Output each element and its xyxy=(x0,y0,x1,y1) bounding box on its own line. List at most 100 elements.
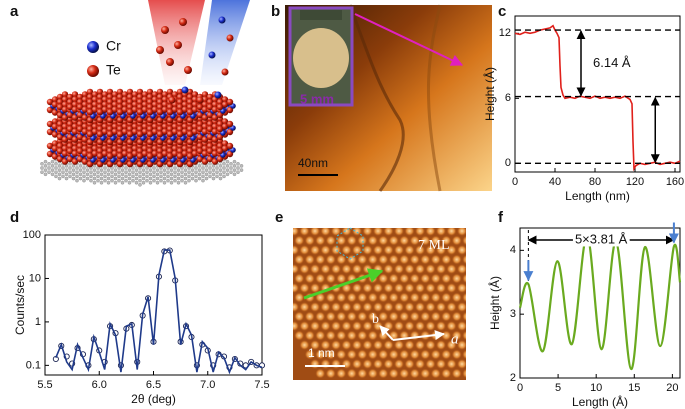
te-atom xyxy=(161,96,169,103)
te-atom xyxy=(106,147,114,155)
surface-atom xyxy=(441,368,452,379)
te-atom xyxy=(146,98,154,106)
graphene-atom xyxy=(183,164,188,168)
surface-atom xyxy=(263,274,273,284)
surface-atom xyxy=(388,349,399,360)
graphene-atom xyxy=(218,168,223,172)
surface-atom xyxy=(341,245,352,255)
graphene-atom xyxy=(187,178,191,183)
surface-atom xyxy=(352,302,362,312)
te-atom xyxy=(76,93,84,101)
x-tick-label: 0 xyxy=(512,176,518,188)
surface-atom xyxy=(536,369,546,379)
te-atom xyxy=(126,98,134,106)
graphene-atom xyxy=(148,168,153,172)
surface-atom xyxy=(352,359,362,369)
graphene-atom xyxy=(148,172,153,177)
surface-atom xyxy=(420,292,431,303)
x-tick-label: 6.0 xyxy=(92,379,107,391)
surface-atom xyxy=(468,359,478,369)
surface-atom xyxy=(383,359,394,369)
surface-atom xyxy=(541,359,551,369)
surface-atom xyxy=(373,302,383,312)
te-atom xyxy=(86,108,94,116)
graphene-atom xyxy=(57,172,62,177)
te-atom xyxy=(116,147,124,155)
surface-atom xyxy=(473,331,483,341)
te-flux-atom xyxy=(174,41,182,49)
surface-atom xyxy=(415,302,425,312)
surface-atom xyxy=(304,254,315,265)
profile-arrow xyxy=(354,13,464,66)
x-tick-label: 80 xyxy=(589,176,601,188)
surface-atom xyxy=(420,254,431,265)
surface-atom xyxy=(404,264,415,274)
surface-atom xyxy=(462,292,466,303)
surface-atom xyxy=(499,359,509,369)
surface-atom xyxy=(457,283,466,293)
surface-atom xyxy=(336,330,347,341)
surface-atom xyxy=(325,311,336,322)
te-atom xyxy=(81,145,89,152)
te-atom xyxy=(91,145,99,152)
te-atom xyxy=(46,120,54,128)
surface-atom xyxy=(310,302,320,312)
te-atom xyxy=(101,96,109,103)
graphene-atom xyxy=(169,176,174,181)
surface-atom xyxy=(430,273,441,284)
graphene-atom xyxy=(117,178,121,183)
te-atom xyxy=(131,128,139,135)
te-atom xyxy=(156,93,164,101)
te-atom xyxy=(111,145,119,152)
plot-frame xyxy=(519,227,681,379)
profile-arrow xyxy=(303,268,384,300)
te-atom xyxy=(181,106,189,113)
surface-atom xyxy=(362,283,373,293)
annotation: 5×3.81 Å xyxy=(575,231,628,246)
data-line xyxy=(55,249,263,375)
graphene-atom xyxy=(106,176,111,181)
surface-atom xyxy=(315,349,326,360)
graphene-atom xyxy=(152,174,156,179)
te-atom xyxy=(171,145,179,152)
surface-atom xyxy=(310,340,320,350)
surface-atom xyxy=(478,321,488,331)
surface-atom xyxy=(483,369,493,379)
te-atom xyxy=(181,150,189,157)
surface-atom xyxy=(294,235,305,246)
x-tick-label: 40 xyxy=(549,176,561,188)
surface-atom xyxy=(320,359,331,369)
x-tick-label: 0 xyxy=(517,382,523,394)
graphene-atom xyxy=(96,170,100,174)
surface-atom xyxy=(352,283,362,293)
surface-atom xyxy=(525,369,535,379)
sample-wafer xyxy=(293,28,349,88)
y-tick-label: 10 xyxy=(29,272,41,284)
graphene-atom xyxy=(40,170,44,174)
te-atom xyxy=(81,91,89,98)
te-atom xyxy=(166,130,174,138)
annotation: 6.14 Å xyxy=(593,55,631,70)
graphene-atom xyxy=(82,178,86,183)
te-atom xyxy=(106,88,114,96)
surface-atom xyxy=(420,349,431,360)
te-atom xyxy=(96,125,104,133)
te-atom xyxy=(141,106,149,113)
surface-atom xyxy=(263,236,273,246)
te-atom xyxy=(146,152,154,160)
graphene-atom xyxy=(236,161,240,166)
graphene-atom xyxy=(117,170,121,174)
te-atom xyxy=(56,147,64,155)
cr-beam xyxy=(200,0,250,85)
graphene-atom xyxy=(145,166,149,170)
surface-atom xyxy=(462,254,466,265)
surface-atom xyxy=(299,264,310,274)
graphene-atom xyxy=(190,172,195,177)
te-atom xyxy=(191,96,199,103)
graphene-atom xyxy=(145,178,149,183)
graphene-atom xyxy=(106,180,111,185)
panel-b-stm-image: 5 mm 40nm xyxy=(285,4,492,192)
surface-atom xyxy=(409,368,420,379)
te-atom xyxy=(191,106,199,113)
graphene-atom xyxy=(124,166,128,170)
